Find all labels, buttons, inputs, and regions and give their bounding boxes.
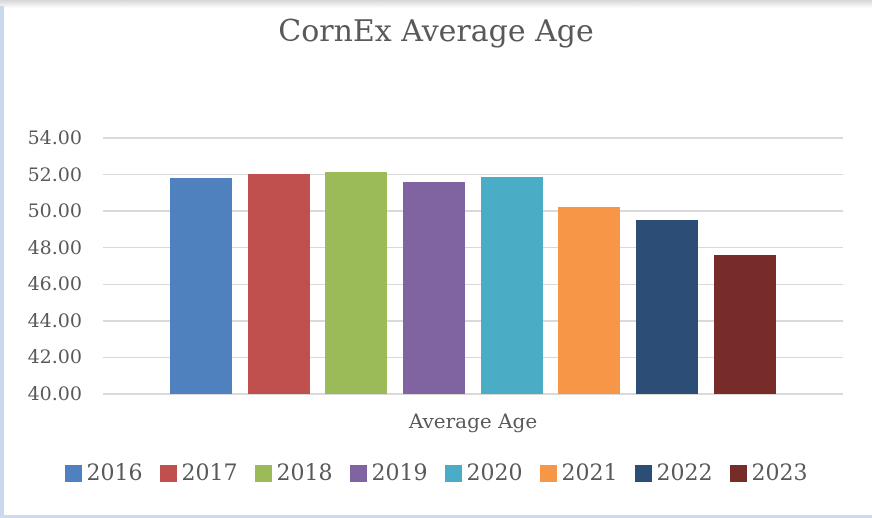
x-axis-label: Average Age <box>408 409 538 433</box>
legend-swatch-2023 <box>729 465 747 482</box>
window-bottom-edge <box>0 515 872 518</box>
legend-swatch-2018 <box>254 465 272 482</box>
y-tick-label-46.00: 46.00 <box>27 273 82 296</box>
legend-swatch-2020 <box>444 465 462 482</box>
gridline-48.00 <box>103 246 843 249</box>
legend-label-2018: 2018 <box>276 461 333 486</box>
y-tick-label-40.00: 40.00 <box>27 383 82 405</box>
legend-swatch-2017 <box>159 465 177 482</box>
gridline-50.00 <box>103 210 843 212</box>
legend-swatch-2022 <box>634 465 652 482</box>
legend-item-2022[interactable]: 2022 <box>634 461 713 486</box>
gridline-42.00 <box>103 356 843 359</box>
bar-2018[interactable] <box>325 171 387 394</box>
legend-swatch-2016 <box>64 465 82 482</box>
bar-2016[interactable] <box>170 178 232 394</box>
legend-item-2017[interactable]: 2017 <box>159 461 238 486</box>
legend-swatch-2021 <box>539 465 557 482</box>
legend-item-2023[interactable]: 2023 <box>729 461 808 486</box>
gridline-54.00 <box>103 137 843 139</box>
legend-item-2018[interactable]: 2018 <box>254 461 333 486</box>
gridline-40.00 <box>103 393 843 395</box>
legend-label-2017: 2017 <box>181 461 238 486</box>
bar-2023[interactable] <box>714 255 776 394</box>
legend-item-2019[interactable]: 2019 <box>349 461 428 486</box>
y-tick-label-44.00: 44.00 <box>27 309 82 332</box>
plot-area <box>103 137 843 395</box>
legend: 2016 2017 2018 2019 2020 2021 2022 2023 <box>0 461 872 486</box>
y-tick-label-52.00: 52.00 <box>27 163 82 186</box>
bar-2021[interactable] <box>558 206 620 394</box>
bar-2022[interactable] <box>636 220 698 394</box>
y-tick-label-48.00: 48.00 <box>27 236 82 259</box>
gridline-52.00 <box>103 173 843 176</box>
legend-item-2020[interactable]: 2020 <box>444 461 523 486</box>
legend-swatch-2019 <box>349 465 367 482</box>
window-top-edge <box>0 0 872 8</box>
legend-label-2016: 2016 <box>86 461 143 486</box>
y-tick-label-42.00: 42.00 <box>27 346 82 369</box>
legend-label-2022: 2022 <box>656 461 713 486</box>
gridline-46.00 <box>103 283 843 286</box>
window-left-edge <box>0 6 4 518</box>
chart-title: CornEx Average Age <box>278 14 594 49</box>
legend-label-2021: 2021 <box>561 461 618 486</box>
y-tick-label-54.00: 54.00 <box>27 127 82 149</box>
legend-label-2019: 2019 <box>371 461 428 486</box>
legend-label-2020: 2020 <box>466 461 523 486</box>
bar-2020[interactable] <box>481 177 543 394</box>
legend-item-2021[interactable]: 2021 <box>539 461 618 486</box>
bar-2019[interactable] <box>403 181 465 394</box>
legend-label-2023: 2023 <box>751 461 808 486</box>
gridline-44.00 <box>103 320 843 322</box>
y-tick-label-50.00: 50.00 <box>27 200 82 223</box>
bar-2017[interactable] <box>248 173 310 394</box>
legend-item-2016[interactable]: 2016 <box>64 461 143 486</box>
